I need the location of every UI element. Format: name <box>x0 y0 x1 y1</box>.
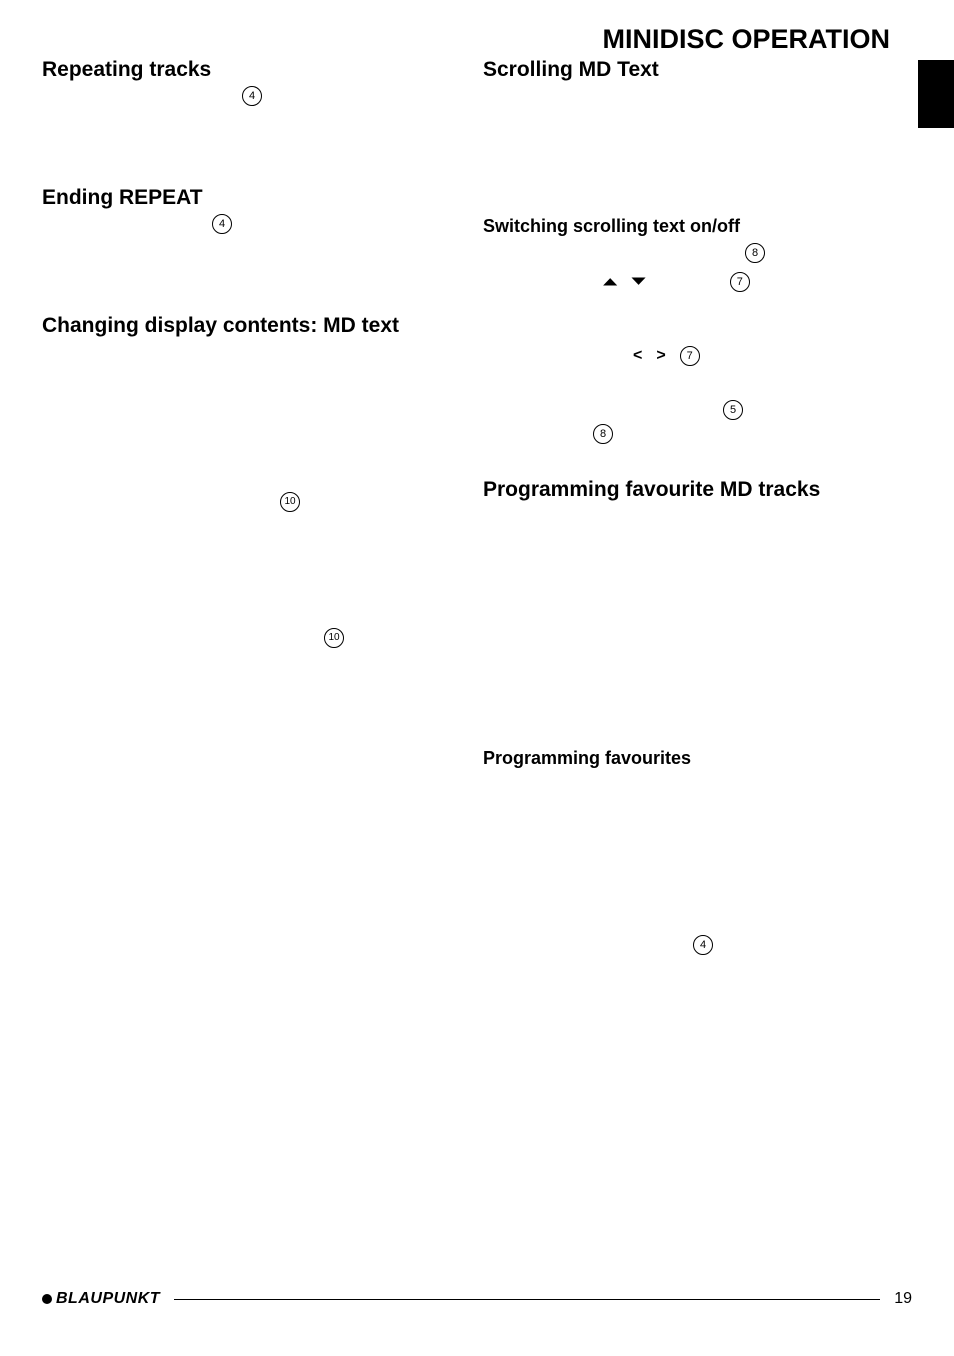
arrow-right-icon: > <box>656 347 665 365</box>
section-tab <box>918 60 954 128</box>
ref-row: 10 <box>42 628 457 648</box>
heading-changing-display: Changing display contents: MD text <box>42 314 457 338</box>
brand-text: BLAUPUNKT <box>56 1290 160 1307</box>
heading-ending-repeat: Ending REPEAT <box>42 186 457 210</box>
page-number: 19 <box>894 1290 912 1308</box>
ref-row: 4 <box>42 86 457 106</box>
arrow-row: ⏷ ⏷ 7 <box>483 271 912 292</box>
ref-circle-8-icon: 8 <box>593 424 613 444</box>
ref-row: 4 <box>483 935 912 955</box>
ref-row: 5 <box>483 400 912 420</box>
right-column: Scrolling MD Text Switching scrolling te… <box>477 58 912 963</box>
footer-rule <box>174 1299 880 1300</box>
content-area: Repeating tracks 4 Ending REPEAT 4 Chang… <box>42 58 912 963</box>
ref-circle-7-icon: 7 <box>680 346 700 366</box>
brand-dot-icon <box>42 1294 52 1304</box>
heading-programming-favourite-tracks: Programming favourite MD tracks <box>483 478 912 502</box>
page-header: MINIDISC OPERATION <box>602 24 890 55</box>
arrow-left-icon: < <box>633 347 642 365</box>
ref-row: 8 <box>483 243 912 263</box>
left-column: Repeating tracks 4 Ending REPEAT 4 Chang… <box>42 58 477 963</box>
brand-mark: BLAUPUNKT <box>42 1290 160 1308</box>
page-footer: BLAUPUNKT 19 <box>42 1290 912 1308</box>
ref-row: 10 <box>42 492 457 512</box>
ref-circle-4-icon: 4 <box>693 935 713 955</box>
ref-circle-10-icon: 10 <box>280 492 300 512</box>
ref-circle-4-icon: 4 <box>212 214 232 234</box>
ref-circle-4-icon: 4 <box>242 86 262 106</box>
arrow-row: < > 7 <box>483 346 912 366</box>
ref-circle-10-icon: 10 <box>324 628 344 648</box>
heading-switching-scrolling: Switching scrolling text on/off <box>483 216 912 237</box>
ref-circle-8-icon: 8 <box>745 243 765 263</box>
ref-row: 8 <box>483 424 912 444</box>
heading-repeating-tracks: Repeating tracks <box>42 58 457 82</box>
heading-scrolling-md-text: Scrolling MD Text <box>483 58 912 82</box>
ref-circle-5-icon: 5 <box>723 400 743 420</box>
ref-circle-7-icon: 7 <box>730 272 750 292</box>
arrow-up-icon: ⏷ <box>603 271 617 292</box>
arrow-down-icon: ⏷ <box>631 271 645 292</box>
heading-programming-favourites: Programming favourites <box>483 748 912 769</box>
ref-row: 4 <box>42 214 457 234</box>
